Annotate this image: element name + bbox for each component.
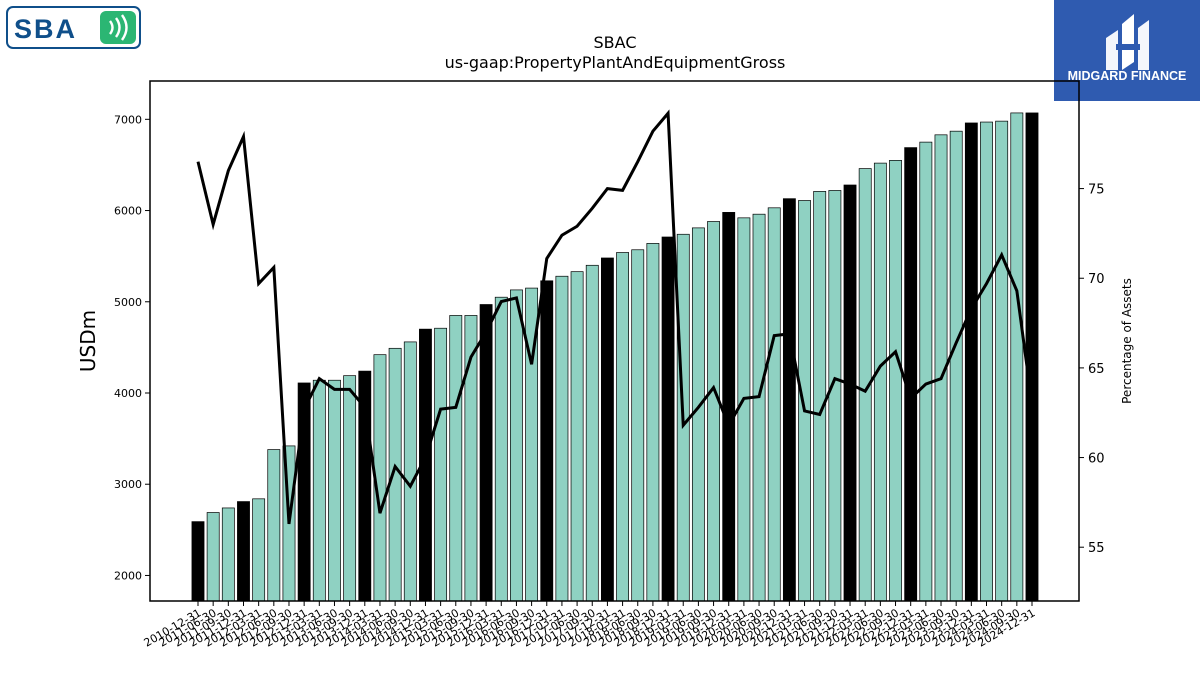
- bar-2022-12-31: [904, 147, 918, 602]
- y-tick-label: 3000: [114, 478, 142, 491]
- bar-2024-06-30: [995, 120, 1009, 602]
- bar-2020-12-31: [782, 198, 796, 602]
- bar-2014-06-30: [388, 347, 402, 602]
- y2-tick-label: 55: [1088, 541, 1105, 556]
- bar-2023-12-31: [964, 122, 978, 602]
- bar-2016-03-31: [494, 296, 508, 602]
- bar-2012-06-30: [267, 449, 281, 602]
- bar-2018-06-30: [631, 249, 645, 602]
- sba-logo: SBA: [6, 6, 146, 54]
- midgard-emblem-icon: [1106, 14, 1149, 70]
- y2-tick-label: 65: [1088, 362, 1105, 377]
- bar-2020-03-31: [737, 217, 751, 602]
- bar-2015-03-31: [434, 327, 448, 602]
- bar-2024-09-30: [1010, 112, 1024, 602]
- bar-2023-09-30: [949, 130, 963, 602]
- x-axis: 2010-12-312011-06-302011-09-302011-12-31…: [142, 601, 1038, 650]
- y-tick-label: 2000: [114, 569, 142, 582]
- bar-2018-09-30: [646, 243, 660, 602]
- y-tick-label: 7000: [114, 113, 142, 126]
- y-tick-label: 5000: [114, 296, 142, 309]
- bar-2014-09-30: [403, 341, 417, 602]
- y-tick-label: 4000: [114, 387, 142, 400]
- sba-logo-badge: [100, 11, 136, 44]
- signal-wave-icon: [109, 20, 114, 35]
- bar-2020-09-30: [767, 207, 781, 602]
- bar-2017-12-31: [600, 257, 614, 602]
- bar-2013-09-30: [343, 375, 357, 602]
- bar-2023-03-31: [919, 141, 933, 602]
- bar-2021-12-31: [843, 184, 857, 602]
- bar-2019-09-30: [707, 221, 720, 602]
- bar-2017-03-31: [555, 275, 569, 602]
- bar-2022-09-30: [889, 160, 902, 602]
- bar-2010-12-31: [191, 521, 205, 602]
- midgard-finance-logo: MIDGARD FINANCE: [1054, 0, 1200, 101]
- bar-2015-06-30: [449, 315, 463, 602]
- midgard-logo-text: MIDGARD FINANCE: [1068, 69, 1187, 83]
- chart-title: SBAC: [594, 33, 637, 52]
- bar-2024-12-31: [1025, 112, 1039, 602]
- bar-2020-06-30: [752, 213, 766, 602]
- bar-2022-06-30: [873, 162, 887, 602]
- bar-2024-03-31: [980, 121, 993, 602]
- bar-2017-06-30: [570, 271, 584, 602]
- bar-series: [191, 112, 1039, 602]
- plot-frame: [149, 80, 1080, 602]
- bar-2011-09-30: [221, 507, 235, 602]
- bar-2013-03-31: [312, 379, 326, 602]
- bar-2016-12-31: [540, 280, 554, 602]
- percentage-line: [196, 109, 1034, 525]
- bar-2016-06-30: [510, 289, 523, 602]
- y2-tick-label: 60: [1088, 452, 1105, 467]
- y-axis-right: 55 60 65 70 75: [1079, 183, 1105, 556]
- bar-2011-12-31: [237, 501, 250, 602]
- bar-2012-03-31: [252, 498, 266, 602]
- sba-logo-text: SBA: [14, 14, 77, 44]
- bar-2019-12-31: [722, 212, 736, 602]
- bar-2017-09-30: [585, 264, 599, 602]
- y2-axis-label: Percentage of Assets: [1120, 278, 1134, 404]
- bar-2015-12-31: [479, 304, 493, 602]
- bar-2013-06-30: [328, 379, 341, 602]
- y2-tick-label: 70: [1088, 272, 1105, 287]
- bar-2021-09-30: [828, 190, 842, 602]
- bar-2018-03-31: [616, 252, 630, 602]
- bar-2021-03-31: [798, 200, 811, 602]
- y2-tick-label: 75: [1088, 183, 1105, 198]
- bar-2018-12-31: [661, 236, 675, 602]
- bar-2021-06-30: [813, 191, 827, 602]
- y-axis-label: USDm: [76, 310, 100, 372]
- y-axis-left: 2000 3000 4000 5000 6000 7000: [114, 113, 150, 582]
- y-tick-label: 6000: [114, 205, 142, 218]
- chart-subtitle: us-gaap:PropertyPlantAndEquipmentGross: [445, 53, 786, 72]
- bar-2011-06-30: [206, 512, 220, 602]
